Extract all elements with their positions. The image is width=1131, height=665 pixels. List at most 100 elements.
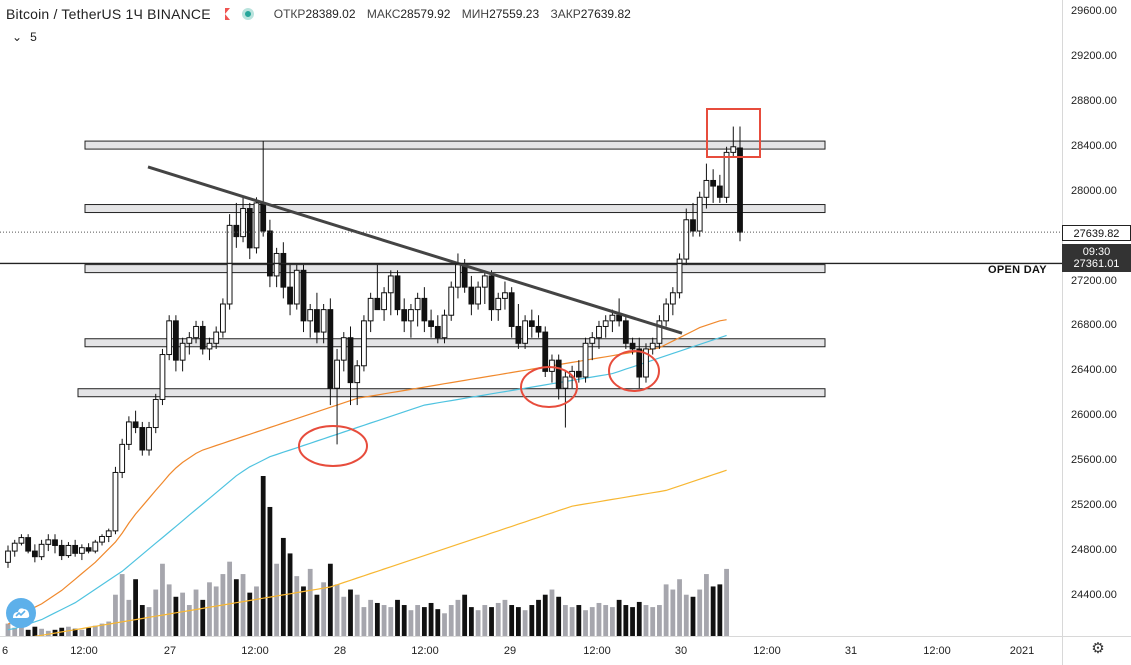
volume-bar (247, 592, 253, 636)
time-tick-label: 12:00 (923, 645, 951, 657)
volume-bar (717, 584, 723, 636)
volume-bar (468, 607, 474, 636)
volume-bar (657, 605, 662, 636)
low-label: МИН (461, 7, 490, 21)
volume-bar (415, 605, 421, 636)
candle-body (193, 325, 199, 339)
price-tick-label: 25600.00 (1071, 454, 1117, 467)
volume-bar (630, 607, 635, 636)
volume-bar (569, 607, 575, 636)
volume-bar (589, 607, 595, 636)
candle-body (132, 421, 139, 429)
level-box (84, 264, 826, 274)
candle-body (428, 320, 434, 327)
volume-bar (86, 627, 91, 636)
time-tick-label: 29 (503, 645, 517, 657)
level-box (84, 204, 826, 214)
candle-body (5, 550, 11, 563)
candle-body (421, 297, 428, 322)
candlestick-chart[interactable] (0, 0, 1062, 636)
price-tick-label: 29200.00 (1071, 49, 1117, 62)
volume-bar (388, 607, 394, 636)
candle-body (690, 219, 696, 232)
candle-body (394, 275, 401, 311)
volume-bar (556, 596, 562, 636)
candle-body (267, 230, 273, 277)
volume-bar (401, 605, 407, 636)
high-value: 28579.92 (400, 7, 451, 21)
volume-bar (274, 563, 280, 636)
level-box (77, 388, 826, 398)
volume-bar (139, 605, 145, 636)
volume-bar (99, 623, 105, 636)
candle-body (233, 224, 240, 238)
ohlc-values: ОТКР28389.02 МАКС28579.92 МИН27559.23 ЗА… (266, 7, 631, 21)
candle-body (85, 547, 92, 552)
time-tick-label: 28 (333, 645, 347, 657)
indicators-toggle[interactable]: ⌄ 5 (12, 30, 37, 44)
tradingview-logo-icon[interactable] (6, 598, 36, 628)
volume-bar (502, 599, 508, 636)
volume-bar (515, 607, 521, 636)
candle-body (481, 275, 488, 288)
candle-body (273, 252, 280, 277)
volume-bar (542, 594, 548, 636)
volume-bar (690, 596, 696, 636)
volume-bar (374, 602, 380, 636)
symbol-title[interactable]: Bitcoin / TetherUS 1Ч BINANCE (6, 6, 211, 22)
volume-bar (301, 586, 306, 636)
candle-body (515, 325, 522, 344)
volume-bar (549, 589, 555, 636)
level-box (84, 140, 826, 150)
ma-slow-line (33, 469, 727, 636)
volume-bar (45, 630, 51, 636)
volume-bar (227, 561, 233, 636)
volume-bar (576, 605, 582, 636)
candle-body (38, 543, 45, 558)
candle-body (643, 348, 649, 378)
trendline (147, 165, 683, 335)
volume-bar (603, 605, 609, 636)
volume-bar (106, 621, 112, 636)
candle-body (522, 320, 529, 344)
candle-body (347, 337, 354, 384)
candle-body (340, 337, 347, 361)
time-tick-label: 12:00 (241, 645, 269, 657)
flag-icon[interactable] (217, 8, 230, 20)
candle-body (636, 348, 643, 378)
time-tick-label: 2021 (1009, 645, 1035, 657)
candle-body (287, 286, 293, 305)
volume-bar (5, 623, 11, 636)
close-value: 27639.82 (580, 7, 631, 21)
volume-bar (683, 594, 689, 636)
candle-body (663, 303, 670, 322)
candle-body (401, 309, 408, 322)
candle-body (367, 297, 374, 322)
volume-bar (435, 609, 441, 636)
candle-body (609, 314, 616, 322)
time-tick-label: 30 (674, 645, 688, 657)
exchange-label: BINANCE (147, 6, 211, 22)
price-axis[interactable]: 29600.00 29200.00 28800.00 28400.00 28000.00… (1062, 0, 1131, 636)
candle-body (629, 342, 636, 350)
candle-body (11, 542, 18, 552)
candle-body (78, 547, 85, 554)
gear-icon[interactable]: ⚙ (1091, 640, 1105, 657)
candle-body (58, 544, 65, 557)
candle-body (441, 314, 448, 339)
volume-bar (677, 579, 682, 636)
candle-body (119, 443, 126, 473)
low-value: 27559.23 (489, 7, 540, 21)
chart-plot-area[interactable] (0, 0, 1062, 636)
chevron-down-icon: ⌄ (12, 30, 23, 44)
candle-body (676, 258, 683, 294)
candle-body (596, 325, 602, 339)
volume-bar (697, 589, 703, 636)
level-box (84, 338, 826, 348)
volume-bar (166, 584, 172, 636)
time-axis[interactable]: 6 12:00 27 12:00 28 12:00 29 12:00 30 12:00 31 12:0… (0, 636, 1062, 665)
close-label: ЗАКР (550, 7, 581, 21)
volume-bar (160, 563, 165, 636)
volume-bar (280, 537, 286, 636)
time-tick-label: 12:00 (411, 645, 439, 657)
